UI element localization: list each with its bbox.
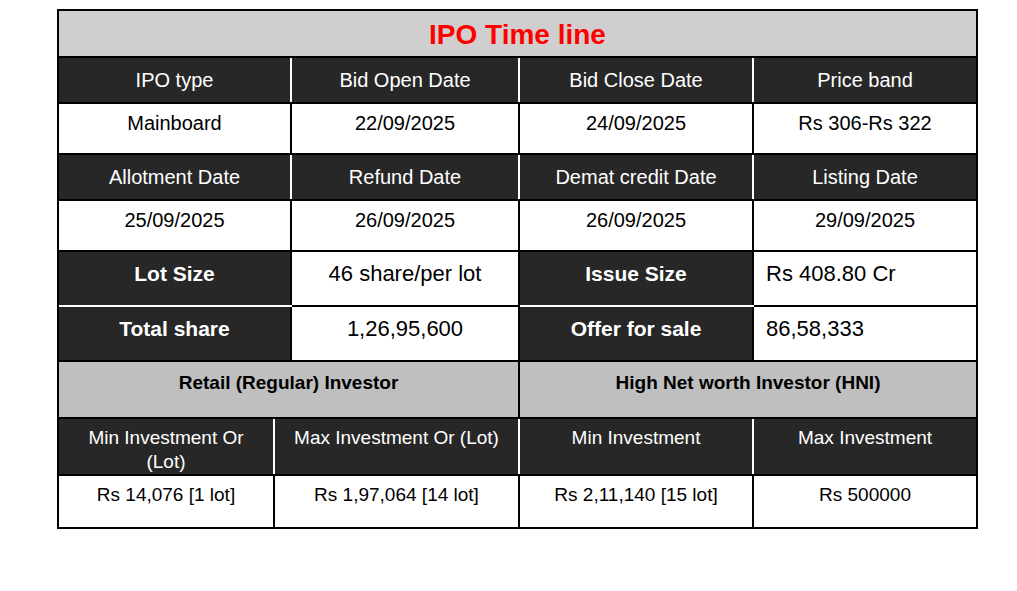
header-listing-date: Listing Date xyxy=(753,154,976,200)
ipo-timeline-section: IPO Time line IPO type Bid Open Date Bid… xyxy=(59,11,976,362)
header-price-band: Price band xyxy=(753,57,976,103)
investment-header-row: Min Investment Or (Lot) Max Investment O… xyxy=(59,418,976,475)
total-offer-row: Total share 1,26,95,600 Offer for sale 8… xyxy=(59,306,976,361)
header-allotment-date: Allotment Date xyxy=(59,154,291,200)
title-row: IPO Time line xyxy=(59,11,976,57)
header-hni-max-investment: Max Investment xyxy=(753,418,976,475)
header-retail-min-investment: Min Investment Or (Lot) xyxy=(59,418,274,475)
value-ipo-type: Mainboard xyxy=(59,103,291,154)
retail-investor-header: Retail (Regular) Investor xyxy=(59,362,519,418)
header-bid-open-date: Bid Open Date xyxy=(291,57,519,103)
header-retail-max-investment: Max Investment Or (Lot) xyxy=(274,418,519,475)
offer-for-sale-label: Offer for sale xyxy=(519,306,753,361)
timeline-value-row-1: Mainboard 22/09/2025 24/09/2025 Rs 306-R… xyxy=(59,103,976,154)
value-refund-date: 26/09/2025 xyxy=(291,200,519,251)
lot-issue-row: Lot Size 46 share/per lot Issue Size Rs … xyxy=(59,251,976,306)
hni-investor-header: High Net worth Investor (HNI) xyxy=(519,362,976,418)
timeline-header-row-2: Allotment Date Refund Date Demat credit … xyxy=(59,154,976,200)
ipo-details-table: IPO Time line IPO type Bid Open Date Bid… xyxy=(57,9,978,529)
header-ipo-type: IPO type xyxy=(59,57,291,103)
investor-category-row: Retail (Regular) Investor High Net worth… xyxy=(59,362,976,418)
issue-size-value: Rs 408.80 Cr xyxy=(753,251,976,306)
value-price-band: Rs 306-Rs 322 xyxy=(753,103,976,154)
total-share-value: 1,26,95,600 xyxy=(291,306,519,361)
header-bid-close-date: Bid Close Date xyxy=(519,57,753,103)
offer-for-sale-value: 86,58,333 xyxy=(753,306,976,361)
value-retail-max-investment: Rs 1,97,064 [14 lot] xyxy=(274,475,519,527)
value-hni-max-investment: Rs 500000 xyxy=(753,475,976,527)
value-listing-date: 29/09/2025 xyxy=(753,200,976,251)
investment-value-row: Rs 14,076 [1 lot] Rs 1,97,064 [14 lot] R… xyxy=(59,475,976,527)
issue-size-label: Issue Size xyxy=(519,251,753,306)
value-hni-min-investment: Rs 2,11,140 [15 lot] xyxy=(519,475,753,527)
value-bid-open-date: 22/09/2025 xyxy=(291,103,519,154)
timeline-header-row-1: IPO type Bid Open Date Bid Close Date Pr… xyxy=(59,57,976,103)
value-bid-close-date: 24/09/2025 xyxy=(519,103,753,154)
investor-section: Retail (Regular) Investor High Net worth… xyxy=(59,362,976,527)
header-demat-credit-date: Demat credit Date xyxy=(519,154,753,200)
value-retail-min-investment: Rs 14,076 [1 lot] xyxy=(59,475,274,527)
value-demat-credit-date: 26/09/2025 xyxy=(519,200,753,251)
lot-size-label: Lot Size xyxy=(59,251,291,306)
value-allotment-date: 25/09/2025 xyxy=(59,200,291,251)
total-share-label: Total share xyxy=(59,306,291,361)
lot-size-value: 46 share/per lot xyxy=(291,251,519,306)
header-hni-min-investment: Min Investment xyxy=(519,418,753,475)
header-refund-date: Refund Date xyxy=(291,154,519,200)
timeline-value-row-2: 25/09/2025 26/09/2025 26/09/2025 29/09/2… xyxy=(59,200,976,251)
table-title: IPO Time line xyxy=(59,11,976,57)
